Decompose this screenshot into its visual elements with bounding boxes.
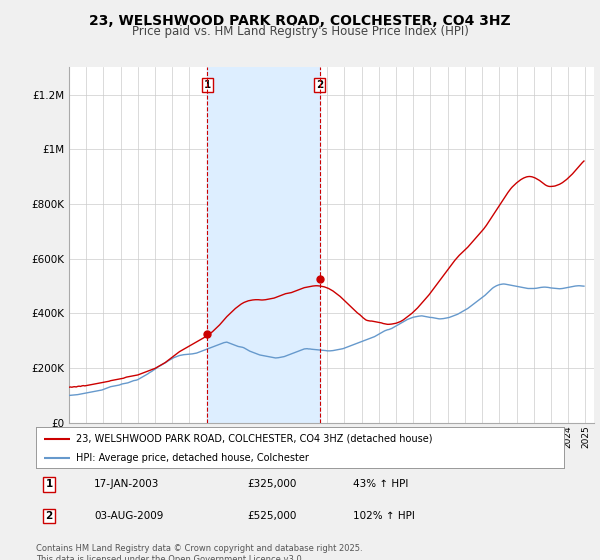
Text: HPI: Average price, detached house, Colchester: HPI: Average price, detached house, Colc…: [76, 452, 308, 463]
Text: £525,000: £525,000: [247, 511, 296, 521]
Text: 23, WELSHWOOD PARK ROAD, COLCHESTER, CO4 3HZ: 23, WELSHWOOD PARK ROAD, COLCHESTER, CO4…: [89, 14, 511, 28]
Text: Price paid vs. HM Land Registry's House Price Index (HPI): Price paid vs. HM Land Registry's House …: [131, 25, 469, 38]
Text: 17-JAN-2003: 17-JAN-2003: [94, 479, 160, 489]
Text: 23, WELSHWOOD PARK ROAD, COLCHESTER, CO4 3HZ (detached house): 23, WELSHWOOD PARK ROAD, COLCHESTER, CO4…: [76, 433, 432, 444]
Text: Contains HM Land Registry data © Crown copyright and database right 2025.
This d: Contains HM Land Registry data © Crown c…: [36, 544, 362, 560]
Text: 2: 2: [316, 80, 323, 90]
Bar: [208, 67, 320, 423]
Text: 03-AUG-2009: 03-AUG-2009: [94, 511, 163, 521]
Text: 102% ↑ HPI: 102% ↑ HPI: [353, 511, 415, 521]
Text: 2: 2: [46, 511, 53, 521]
Text: 43% ↑ HPI: 43% ↑ HPI: [353, 479, 408, 489]
Text: 1: 1: [46, 479, 53, 489]
Text: 1: 1: [204, 80, 211, 90]
Text: £325,000: £325,000: [247, 479, 296, 489]
